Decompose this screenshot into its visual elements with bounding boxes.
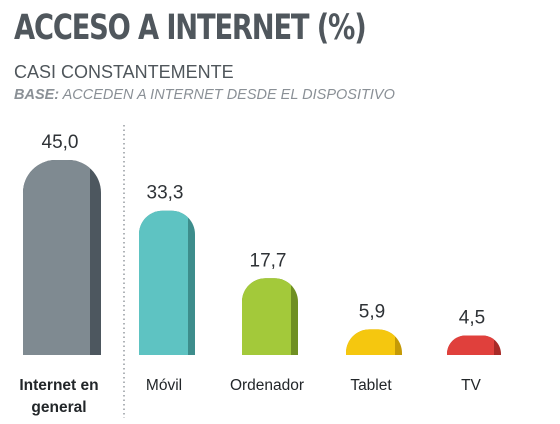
- value-label-3: 5,9: [359, 301, 385, 322]
- chart-subtitle: CASI CONSTANTEMENTE: [14, 62, 234, 82]
- bar-group-2: [242, 278, 298, 355]
- bar-2: [242, 278, 291, 355]
- bar-group-0: [23, 160, 101, 355]
- base-text: ACCEDEN A INTERNET DESDE EL DISPOSITIVO: [59, 87, 395, 103]
- bar-3: [346, 329, 395, 355]
- bar-4: [447, 335, 494, 355]
- category-label-0-line-1: general: [31, 399, 86, 416]
- value-label-0: 45,0: [42, 132, 79, 153]
- category-label-3: Tablet: [350, 377, 392, 394]
- category-label-2: Ordenador: [230, 377, 304, 394]
- category-label-4: TV: [461, 377, 481, 394]
- base-label: BASE:: [14, 87, 60, 103]
- category-label-1: Móvil: [146, 377, 182, 394]
- bar-0: [23, 160, 90, 355]
- chart-base-note: BASE: ACCEDEN A INTERNET DESDE EL DISPOS…: [14, 87, 395, 103]
- bar-group-4: [447, 335, 501, 355]
- chart-title: ACCESO A INTERNET (%): [14, 8, 367, 48]
- value-label-2: 17,7: [250, 250, 287, 271]
- bar-group-1: [139, 210, 195, 355]
- bar-1: [139, 210, 188, 355]
- value-label-1: 33,3: [147, 183, 184, 204]
- value-label-4: 4,5: [459, 308, 485, 329]
- bar-group-3: [346, 329, 402, 355]
- category-label-0-line-0: Internet en: [19, 377, 98, 394]
